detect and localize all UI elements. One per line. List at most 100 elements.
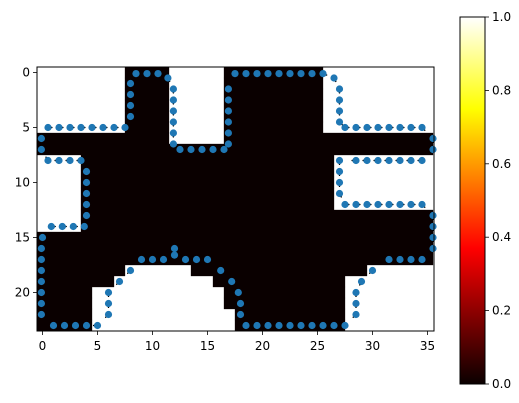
boundary-point bbox=[55, 123, 63, 132]
boundary-point bbox=[104, 310, 113, 319]
heatmap-cell bbox=[223, 99, 324, 112]
boundary-point bbox=[55, 156, 63, 165]
x-tick-label: 15 bbox=[200, 339, 215, 353]
x-tick-label: 30 bbox=[365, 339, 380, 353]
boundary-point bbox=[37, 266, 46, 275]
heatmap-cell bbox=[36, 231, 434, 244]
boundary-point bbox=[429, 134, 437, 143]
boundary-point bbox=[234, 288, 242, 297]
boundary-point bbox=[385, 255, 393, 264]
boundary-point bbox=[357, 277, 366, 286]
boundary-point bbox=[93, 321, 102, 330]
boundary-point bbox=[396, 255, 404, 264]
boundary-point bbox=[385, 123, 393, 132]
boundary-point bbox=[209, 145, 217, 154]
boundary-point bbox=[44, 123, 52, 132]
boundary-point bbox=[418, 123, 426, 132]
y-tick-label: 20 bbox=[15, 286, 30, 300]
colorbar: 0.0 0.2 0.4 0.6 0.8 1.0 bbox=[459, 10, 511, 391]
boundary-point bbox=[275, 321, 283, 330]
boundary-point bbox=[44, 156, 52, 165]
boundary-point bbox=[126, 90, 135, 99]
boundary-point bbox=[385, 200, 393, 209]
boundary-point bbox=[264, 321, 272, 330]
boundary-point bbox=[126, 266, 135, 275]
colorbar-tick-label: 0.2 bbox=[492, 304, 511, 318]
boundary-point bbox=[110, 123, 118, 132]
boundary-point bbox=[374, 123, 382, 132]
heatmap-cell bbox=[36, 308, 93, 321]
boundary-point bbox=[192, 255, 201, 264]
boundary-point bbox=[319, 70, 327, 78]
boundary-point bbox=[224, 140, 232, 148]
x-tick-label: 10 bbox=[145, 339, 160, 353]
heatmap-cell bbox=[80, 165, 335, 178]
boundary-point bbox=[126, 112, 135, 121]
boundary-point bbox=[143, 70, 151, 78]
boundary-point bbox=[335, 107, 344, 115]
boundary-point bbox=[224, 96, 232, 104]
colorbar-tick-label: 0.8 bbox=[492, 83, 511, 97]
boundary-point bbox=[104, 299, 113, 308]
boundary-point bbox=[82, 211, 91, 220]
heatmap-cell bbox=[80, 176, 335, 189]
boundary-point bbox=[104, 288, 113, 297]
boundary-point bbox=[407, 255, 415, 264]
boundary-point bbox=[429, 233, 437, 242]
boundary-point bbox=[126, 79, 135, 88]
y-tick-label: 15 bbox=[15, 231, 30, 245]
heatmap-cell bbox=[124, 121, 170, 134]
boundary-point bbox=[352, 288, 360, 297]
boundary-point bbox=[352, 200, 360, 209]
heatmap-cell bbox=[36, 132, 170, 145]
x-tick-label: 35 bbox=[420, 339, 435, 353]
boundary-point bbox=[330, 321, 338, 330]
boundary-point bbox=[37, 299, 46, 308]
heatmap-cell bbox=[36, 264, 126, 277]
boundary-point bbox=[308, 70, 316, 78]
boundary-point bbox=[242, 321, 250, 330]
boundary-point bbox=[286, 70, 294, 78]
heatmap-plot-area bbox=[36, 66, 437, 332]
boundary-point bbox=[77, 156, 85, 165]
boundary-point bbox=[169, 96, 177, 104]
x-tick-label: 25 bbox=[310, 339, 325, 353]
boundary-point bbox=[286, 321, 294, 330]
boundary-point bbox=[335, 85, 344, 93]
plot-frame bbox=[36, 66, 435, 332]
boundary-point bbox=[132, 70, 140, 78]
colorbar-ticks: 0.0 0.2 0.4 0.6 0.8 1.0 bbox=[485, 10, 511, 391]
boundary-point bbox=[170, 251, 179, 259]
boundary-point bbox=[37, 255, 46, 264]
boundary-point bbox=[37, 145, 46, 154]
boundary-point bbox=[60, 321, 69, 330]
boundary-point bbox=[242, 70, 250, 78]
y-tick-label: 5 bbox=[22, 121, 30, 135]
boundary-point bbox=[297, 70, 305, 78]
colorbar-gradient bbox=[460, 17, 485, 384]
boundary-point bbox=[396, 123, 404, 132]
boundary-point bbox=[170, 244, 179, 253]
boundary-point bbox=[148, 255, 157, 264]
boundary-point bbox=[363, 156, 371, 165]
boundary-point bbox=[71, 321, 80, 330]
heatmap-cell bbox=[223, 77, 324, 90]
heatmap-cell bbox=[36, 253, 434, 266]
boundary-point bbox=[341, 200, 349, 209]
boundary-point bbox=[352, 299, 360, 308]
boundary-point bbox=[297, 321, 305, 330]
boundary-point bbox=[228, 277, 236, 286]
boundary-point bbox=[82, 321, 91, 330]
boundary-point bbox=[82, 189, 91, 198]
boundary-point bbox=[363, 123, 371, 132]
heatmap-cell bbox=[234, 308, 346, 321]
boundary-point bbox=[164, 74, 172, 82]
boundary-point bbox=[37, 277, 46, 286]
boundary-point bbox=[429, 145, 437, 154]
heatmap-cell bbox=[80, 187, 335, 200]
boundary-point bbox=[363, 200, 371, 209]
boundary-point bbox=[335, 189, 344, 198]
y-tick-label: 0 bbox=[22, 66, 30, 80]
boundary-point bbox=[396, 156, 404, 165]
boundary-point bbox=[335, 96, 344, 104]
